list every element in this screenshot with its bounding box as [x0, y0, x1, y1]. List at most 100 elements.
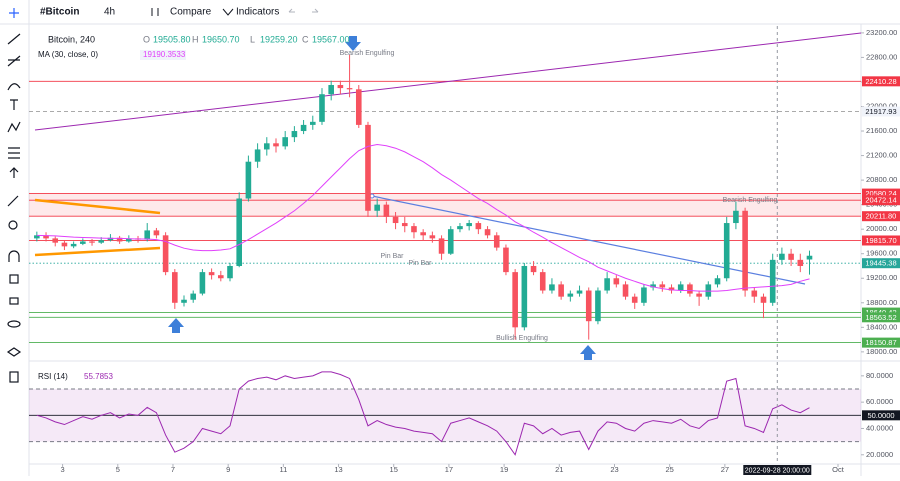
- ohlc-letter: L: [250, 34, 255, 44]
- candle-body: [668, 287, 675, 291]
- y-tick-label: 21200.00: [866, 151, 897, 160]
- x-tick-label: 7: [171, 465, 175, 474]
- level-label: 20472.14: [865, 196, 896, 205]
- level-label: 19815.70: [865, 236, 896, 245]
- y-tick-label: 18400.00: [866, 322, 897, 331]
- trendline-purple: [34, 32, 862, 131]
- layers-tool[interactable]: [6, 347, 22, 357]
- candle-body: [254, 149, 261, 162]
- candle-body: [374, 204, 380, 211]
- candle-body: [521, 265, 528, 328]
- candle-body: [503, 247, 509, 273]
- y-tick-label: 20000.00: [866, 224, 897, 233]
- fib-tool[interactable]: [7, 55, 21, 67]
- candle-body: [447, 229, 454, 254]
- annotation: Pin Bar: [381, 253, 405, 260]
- candle-body: [585, 290, 592, 322]
- candle-body: [144, 230, 151, 240]
- trash-tool[interactable]: [9, 371, 19, 383]
- candle-body: [34, 235, 40, 239]
- candle-body: [659, 284, 666, 288]
- candle-body: [475, 223, 482, 230]
- candle-body: [760, 296, 767, 303]
- undo[interactable]: [288, 8, 295, 13]
- y-tick-label: 22000.00: [866, 101, 897, 110]
- forecast-tool[interactable]: [8, 147, 20, 159]
- level-label-box: [862, 188, 900, 199]
- interval[interactable]: 4h: [104, 7, 115, 18]
- candle-body: [190, 293, 197, 300]
- rsi-tick-label: 40.0000: [866, 423, 893, 432]
- x-tick-label: 5: [116, 465, 120, 474]
- compare-icon: [151, 8, 159, 16]
- trendline-blue: [371, 195, 806, 285]
- lock-tool[interactable]: [9, 274, 19, 284]
- brush-tool[interactable]: [7, 83, 21, 91]
- candle-body: [107, 237, 114, 241]
- candle-body: [438, 238, 445, 254]
- level-label-box: [862, 258, 900, 269]
- ruler-tool[interactable]: [7, 195, 19, 207]
- candle-body: [162, 235, 169, 273]
- y-tick-label: 18800.00: [866, 298, 897, 307]
- candle-body: [420, 232, 426, 236]
- zoom-tool[interactable]: [8, 220, 18, 230]
- crosshair-label: 2022-09-28 20:00:00: [745, 467, 810, 474]
- candle-body: [411, 226, 417, 233]
- candle-body: [227, 265, 233, 279]
- annotation: Bullish Engulfing: [496, 335, 548, 342]
- annotation: Pin Bar: [409, 260, 433, 267]
- candle-body: [466, 223, 472, 227]
- drawing-tools[interactable]: [6, 8, 22, 383]
- ohlc-letter: O: [143, 34, 150, 44]
- candle-body: [116, 237, 123, 242]
- ohlc-letter: H: [192, 34, 199, 44]
- candle-body: [733, 210, 739, 224]
- visibility-tool[interactable]: [7, 320, 21, 328]
- level-label-box: [862, 235, 900, 246]
- arrow-tool[interactable]: [9, 167, 19, 178]
- candle-body: [622, 284, 629, 297]
- candle-body: [300, 124, 307, 132]
- indicators-button[interactable]: Indicators: [236, 7, 279, 18]
- pattern-tool[interactable]: [7, 121, 21, 133]
- ohlc-value: 19259.20: [260, 34, 298, 44]
- ohlc-letter: C: [302, 34, 309, 44]
- y-tick-label: 22800.00: [866, 52, 897, 61]
- crosshair-label-box: [743, 465, 812, 475]
- candle-body: [687, 284, 693, 294]
- rsi-line: [36, 371, 810, 456]
- series-layer: [34, 54, 813, 456]
- candle-body: [641, 287, 647, 303]
- candle-body: [80, 241, 86, 244]
- ohlc-value: 19505.80: [153, 34, 191, 44]
- level-label-box: [862, 211, 900, 222]
- text-tool[interactable]: [10, 99, 18, 110]
- x-tick-label: 15: [390, 465, 398, 474]
- ohlc-value: 19650.70: [202, 34, 240, 44]
- candle-body: [530, 265, 537, 273]
- candle-body: [705, 284, 712, 297]
- symbol[interactable]: #Bitcoin: [40, 7, 79, 18]
- candle-body: [98, 240, 105, 243]
- arrow-up: [580, 345, 596, 360]
- y-tick-label: 20800.00: [866, 175, 897, 184]
- ohlc-value: 19567.00: [312, 34, 350, 44]
- magnet-tool[interactable]: [8, 250, 20, 262]
- redo[interactable]: [312, 8, 319, 13]
- lock-all-tool[interactable]: [9, 297, 19, 305]
- candle-body: [631, 296, 638, 303]
- compare-button[interactable]: Compare: [170, 7, 212, 18]
- y-tick-label: 18000.00: [866, 347, 897, 356]
- crosshair-tool[interactable]: [9, 8, 19, 18]
- arrow-up: [168, 318, 184, 333]
- rsi-middle-label: 50.0000: [867, 411, 894, 420]
- trendline-tool[interactable]: [7, 33, 21, 45]
- candle-body: [457, 226, 463, 230]
- top-toolbar: [0, 0, 900, 24]
- candle-body: [512, 272, 518, 328]
- candle-body: [309, 121, 316, 125]
- rsi-legend: RSI (14): [38, 372, 68, 381]
- level-label-box: [862, 337, 900, 348]
